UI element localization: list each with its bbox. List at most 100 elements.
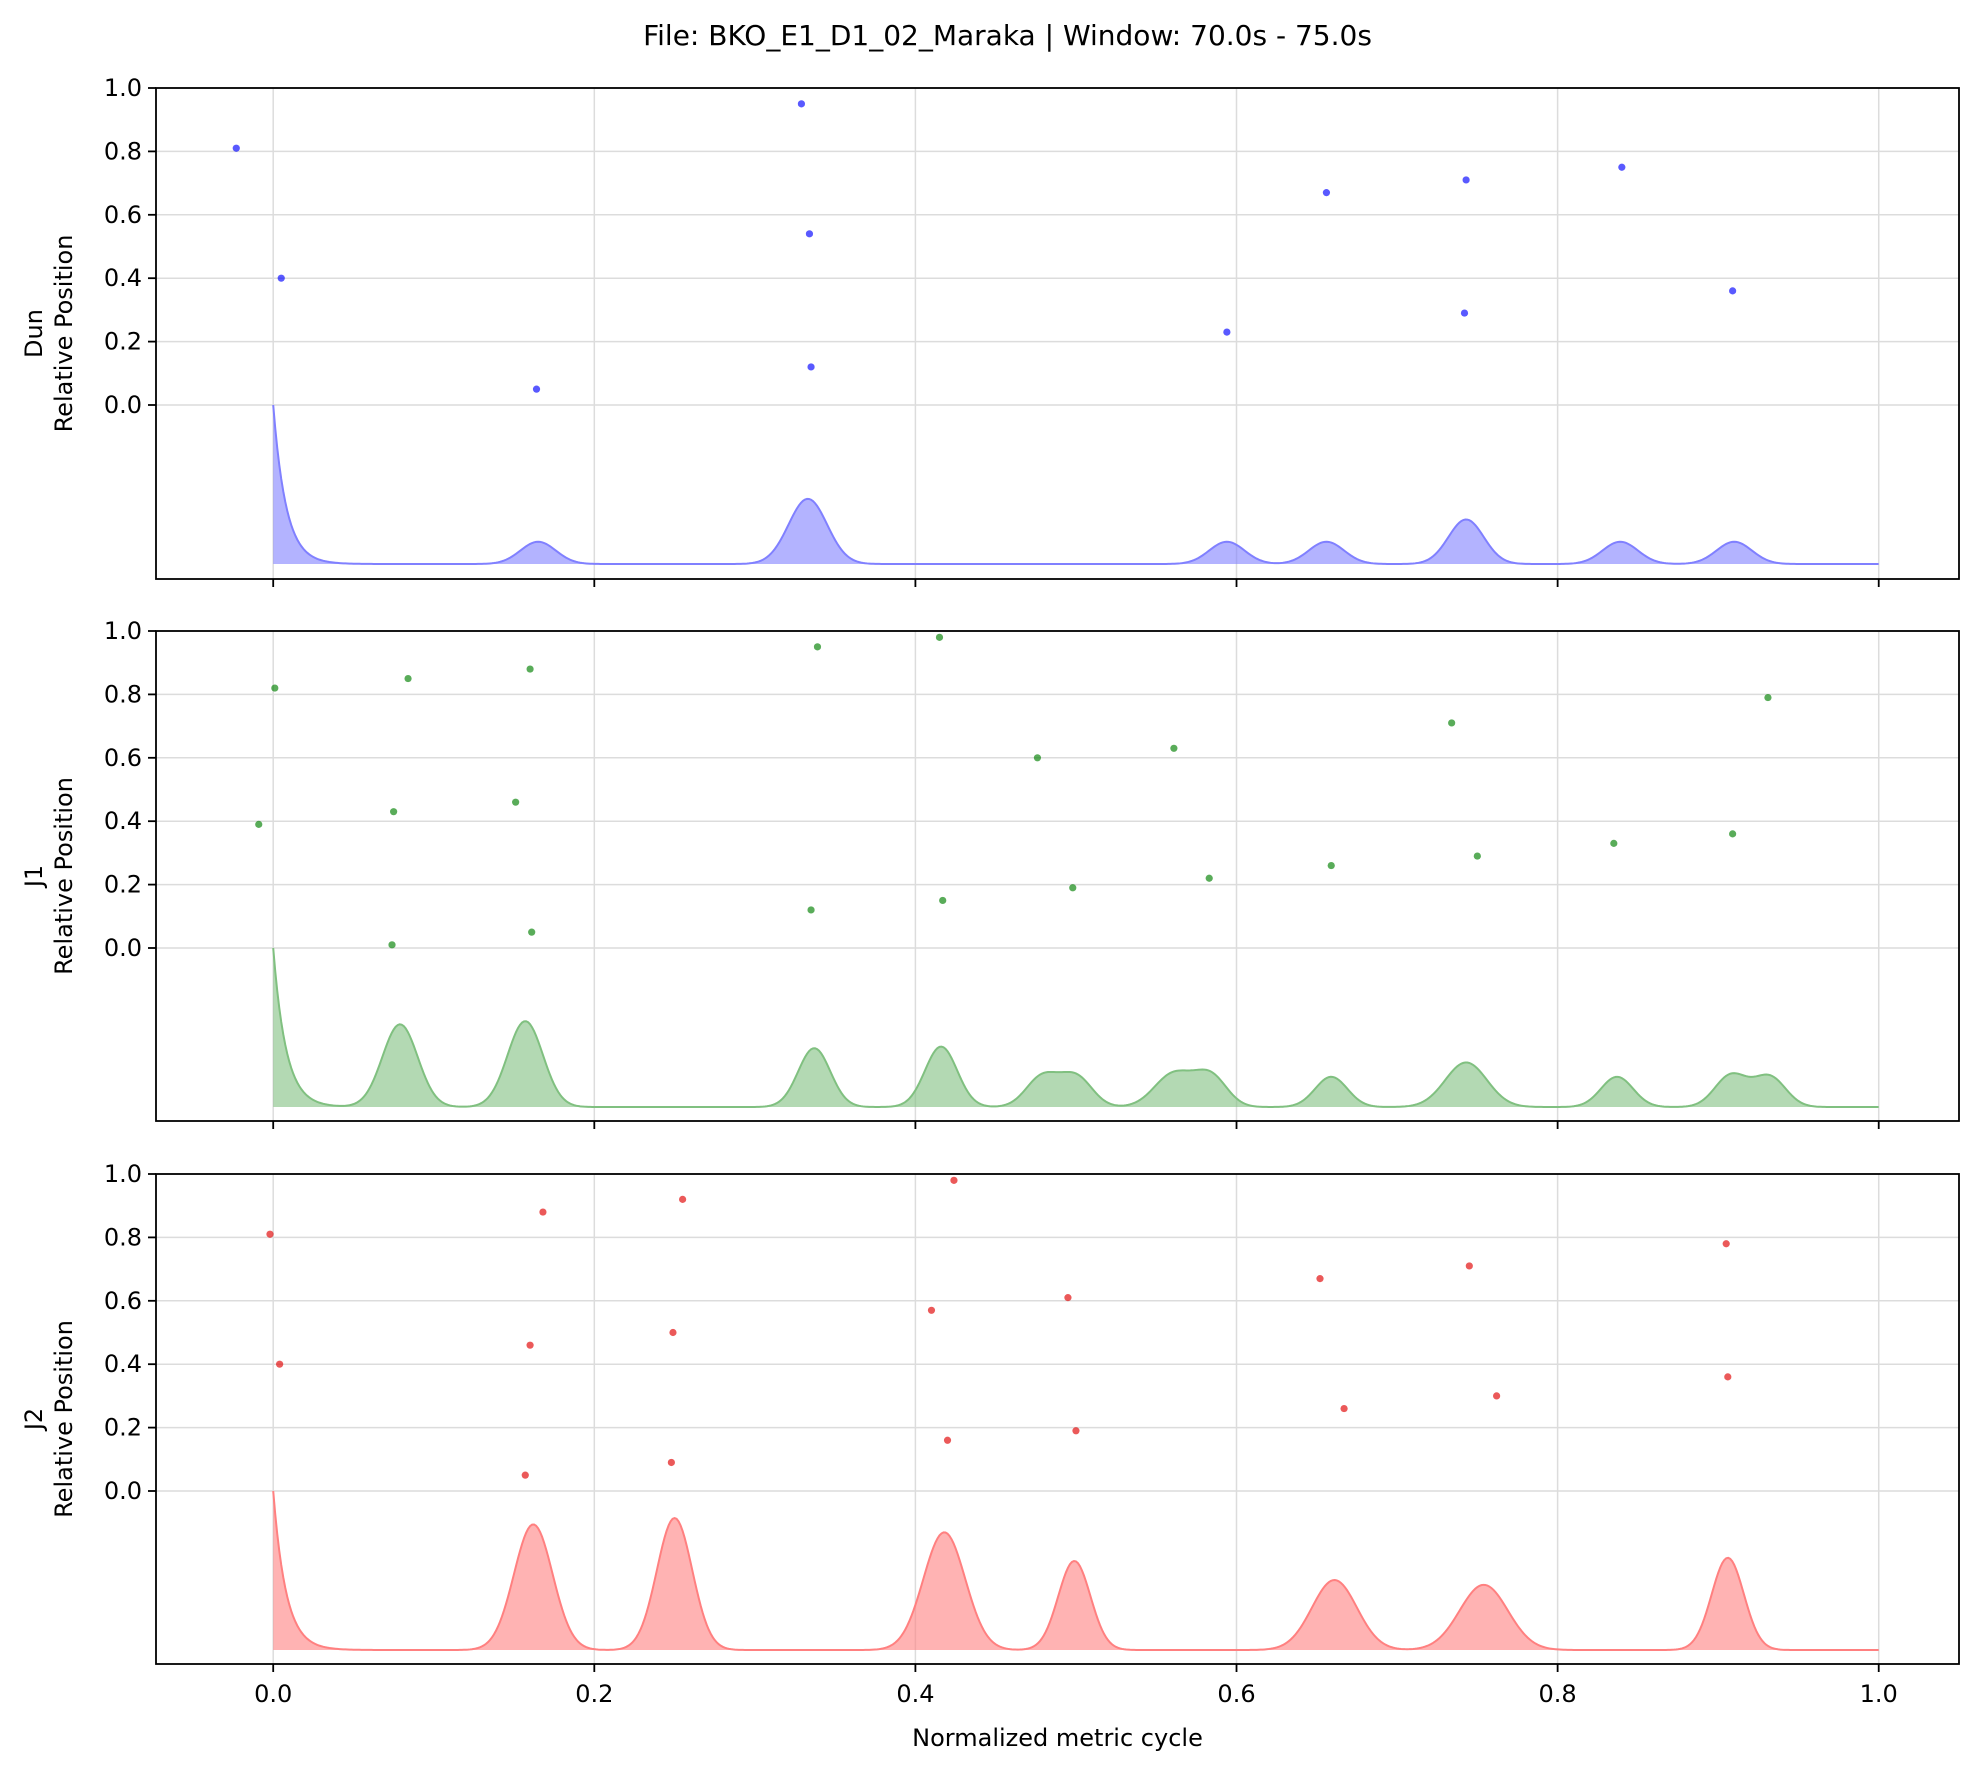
y-tick-label: 1.0 [104,74,142,102]
y-tick-label: 0.4 [104,264,142,292]
data-point [1064,1294,1072,1302]
data-point [526,665,534,673]
data-point [1448,719,1456,727]
density-area-j2 [273,1491,1879,1650]
density-area-j1 [273,948,1879,1107]
data-point [266,1230,274,1238]
data-point [1223,328,1231,336]
axes-frame [155,630,1960,1122]
y-axis-label-name: J2 [20,1408,48,1432]
data-point [1724,1373,1732,1381]
y-tick-label: 0.2 [104,328,142,356]
y-tick-label: 0.8 [104,137,142,165]
y-tick-label: 0.6 [104,201,142,229]
x-tick-label: 0.8 [1539,1680,1577,1708]
y-tick-label: 1.0 [104,1160,142,1188]
data-point [1033,754,1042,762]
panel-dun: 0.0 0.2 0.4 0.6 0.8 1.0 Dun Relative Position [20,74,1960,587]
y-tick-label: 0.2 [104,871,142,899]
data-point [667,1458,675,1467]
data-point [532,385,541,393]
data-point [1722,1240,1730,1248]
y-axis-label: Relative Position [50,1320,78,1518]
x-tick-label: 0.6 [1217,1680,1255,1708]
y-tick-label: 0.0 [104,1477,142,1505]
y-tick-label: 0.4 [104,807,142,835]
axes-frame [155,87,1960,580]
panel-j1: 0.0 0.2 0.4 0.6 0.8 1.0 J1 Relative Position [20,617,1960,1129]
data-point [1465,1262,1473,1270]
data-point [539,1208,547,1216]
data-point [1316,1275,1324,1283]
y-tick-label: 0.8 [104,1223,142,1251]
x-tick-label: 0.0 [254,1680,292,1708]
data-point [807,363,815,371]
data-point [679,1195,687,1203]
y-axis-label-name: Dun [20,309,48,358]
density-line-j2 [272,1490,1879,1651]
x-tick-label: 0.2 [575,1680,613,1708]
data-point [512,798,520,806]
data-point [1764,693,1772,702]
data-point [271,684,279,692]
data-point [276,1360,284,1368]
data-point [669,1328,677,1337]
y-tick-label: 0.8 [104,680,142,708]
data-point [813,643,822,651]
x-tick-label: 1.0 [1860,1680,1898,1708]
data-point [390,808,398,816]
data-point [388,941,396,949]
axes-frame [155,1173,1960,1665]
data-point [232,144,240,152]
data-point [1322,189,1331,197]
data-point [277,274,285,282]
density-line-j1 [272,947,1879,1108]
x-axis-label: Normalized metric cycle [912,1724,1203,1752]
panel-j2: 0.0 0.2 0.4 0.6 0.8 1.0 J2 Relative Position [20,1160,1960,1672]
data-point [255,820,263,828]
y-tick-label: 0.6 [104,1287,142,1315]
data-point [404,674,412,683]
x-axis-tick-labels: 0.0 0.2 0.4 0.6 0.8 1.0 [254,1680,1898,1708]
data-point [1072,1427,1080,1435]
data-point [1170,744,1178,752]
data-point [1610,839,1618,847]
data-point [1205,874,1213,882]
data-point [1069,884,1077,892]
data-point [939,896,947,905]
data-point [943,1436,952,1444]
x-tick-label: 0.4 [896,1680,934,1708]
data-point [1340,1404,1348,1413]
density-line-dun [272,404,1879,565]
data-point [1729,287,1737,295]
y-axis-label: Relative Position [50,235,78,433]
density-area-dun [273,405,1879,564]
data-point [1473,852,1481,860]
data-point [1460,309,1469,317]
data-point [528,928,536,936]
chart-title: File: BKO_E1_D1_02_Maraka | Window: 70.0… [643,19,1372,52]
y-tick-label: 0.0 [104,934,142,962]
data-point [805,230,814,238]
y-axis-label-name: J1 [20,865,48,889]
data-point [950,1176,958,1184]
y-tick-label: 0.6 [104,744,142,772]
data-point [1493,1392,1501,1400]
data-point [526,1341,534,1349]
data-point [1618,163,1626,171]
data-point [1462,176,1470,184]
y-tick-label: 1.0 [104,617,142,645]
y-tick-label: 0.0 [104,391,142,419]
data-point [797,100,806,108]
y-axis-label: Relative Position [50,777,78,975]
data-point [521,1471,529,1479]
data-point [1327,861,1335,870]
y-tick-label: 0.4 [104,1350,142,1378]
data-point [1729,830,1737,838]
data-point [935,633,944,641]
y-tick-label: 0.2 [104,1414,142,1442]
data-point [807,906,815,914]
data-point [927,1306,936,1314]
